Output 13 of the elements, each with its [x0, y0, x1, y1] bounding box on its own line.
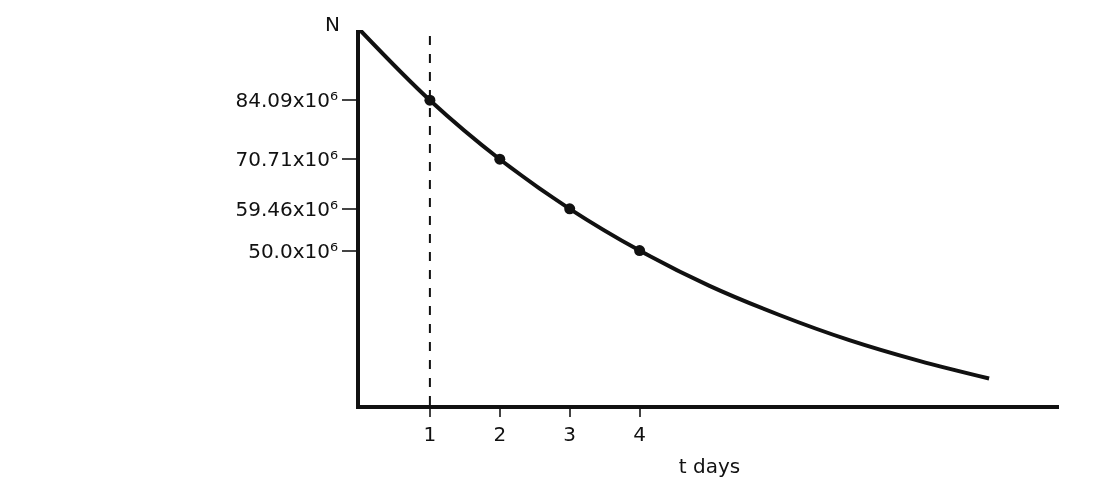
x-tick-label: 2	[493, 422, 507, 446]
x-tick-label: 3	[563, 422, 577, 446]
x-tick-label: 1	[423, 422, 437, 446]
y-axis-title: N	[325, 12, 340, 36]
y-tick-label: 84.09x10⁶	[235, 88, 338, 113]
point	[564, 203, 576, 215]
x-tick-label: 4	[633, 422, 646, 446]
point	[634, 245, 646, 257]
y-tick-label: 50.0x10⁶	[248, 238, 338, 263]
point	[494, 153, 506, 165]
y-tick-label: 59.46x10⁶	[235, 196, 338, 221]
y-tick-label: 70.71x10⁶	[235, 147, 338, 172]
x-axis-title: t days	[678, 454, 741, 478]
